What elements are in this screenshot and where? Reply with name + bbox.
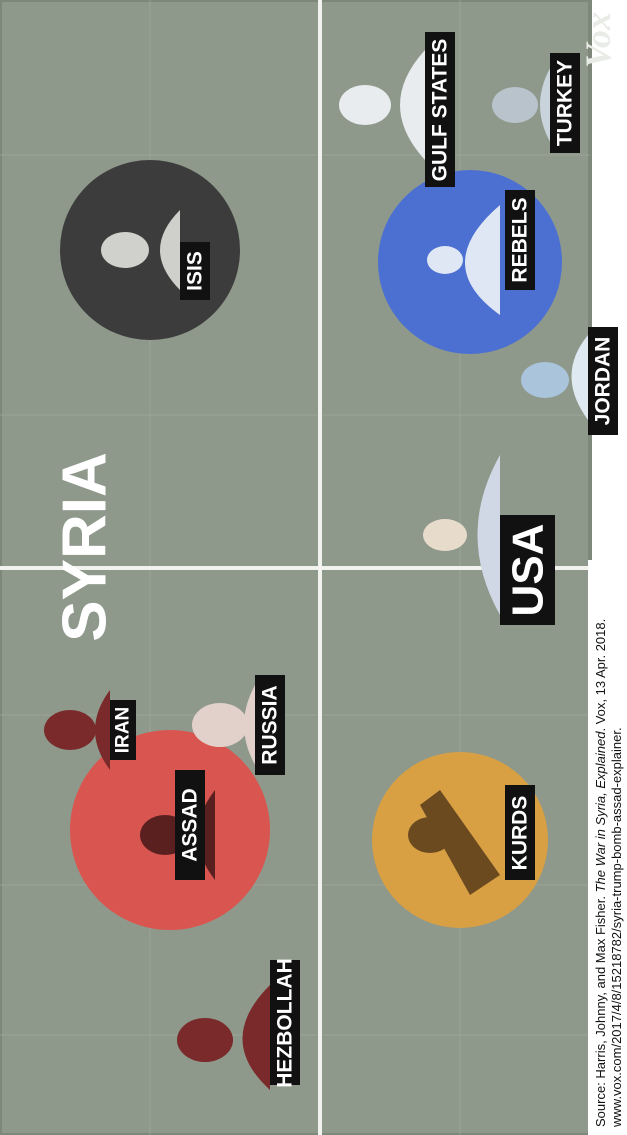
actor-label: IRAN [113, 707, 134, 753]
caption-line: Source: Harris, Johnny, and Max Fisher. … [593, 619, 608, 1127]
logo: Vox [578, 12, 618, 68]
caption-text: . Vox, 13 Apr. 2018. [593, 619, 608, 732]
page: {"image": {"title": "SYRIA", "logo": "Vo… [0, 0, 627, 1135]
map-title: SYRIA [51, 452, 120, 641]
caption-work: The War in Syria, Explained [593, 731, 608, 893]
actor-label: JORDAN [592, 337, 615, 426]
actor-label: RUSSIA [259, 685, 282, 764]
caption-text: Source: Harris, Johnny, and Max Fisher. [593, 892, 608, 1127]
isis-circle [60, 160, 240, 340]
caption-url: www.vox.com/2017/4/8/15218782/syria-trum… [609, 727, 624, 1128]
actor-label: ISIS [184, 251, 207, 291]
actor-label: HEZBOLLAH [274, 958, 297, 1088]
actor-label: USA [504, 524, 553, 617]
actor-label: ASSAD [179, 788, 202, 862]
actor-label: GULF STATES [429, 39, 452, 182]
screenshot: SYRIA Vox HEZBOLLAH ASSAD IRAN RUSSIA KU… [0, 0, 627, 1135]
actor-label: KURDS [509, 796, 532, 871]
actor-label: REBELS [509, 197, 532, 282]
actor-label: TURKEY [554, 60, 577, 146]
